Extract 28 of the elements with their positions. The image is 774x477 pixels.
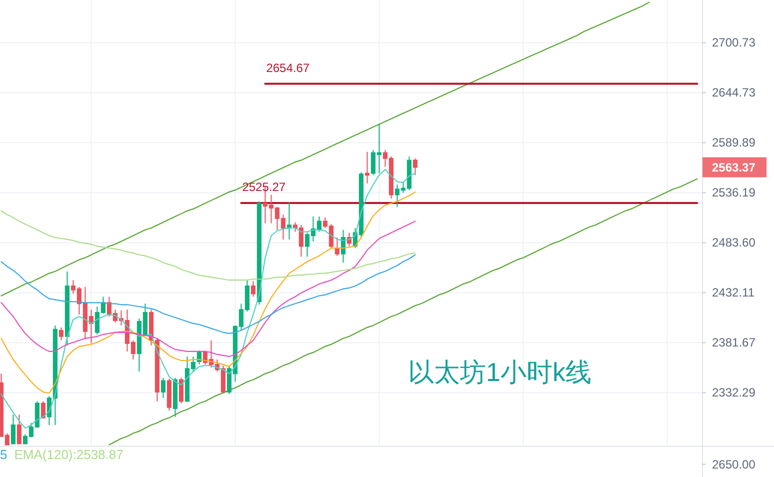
data-label: 2654.67 bbox=[266, 60, 310, 75]
candlestick bbox=[412, 158, 418, 176]
y-tick-label: 2483.60 bbox=[712, 236, 756, 250]
annotations: 2650.00 bbox=[702, 457, 756, 472]
y-tick-label: 2332.29 bbox=[712, 386, 756, 400]
line-series bbox=[108, 178, 698, 446]
candlestick bbox=[58, 326, 64, 341]
y-tick-label: 2644.73 bbox=[712, 86, 756, 100]
line-series bbox=[0, 210, 416, 281]
y-tick-label: 2700.73 bbox=[712, 36, 756, 50]
candlestick bbox=[166, 378, 172, 411]
candlestick bbox=[160, 377, 166, 399]
y-tick-label: 2589.89 bbox=[712, 136, 756, 150]
text: 以太坊1小时k线 bbox=[408, 357, 592, 387]
candlestick bbox=[364, 151, 370, 184]
candlestick bbox=[334, 237, 340, 256]
candlestick bbox=[250, 280, 256, 298]
candlestick bbox=[10, 414, 16, 444]
y-tick-label: 2536.19 bbox=[712, 186, 756, 200]
candlestick bbox=[286, 202, 292, 240]
legend: 5 EMA(120):2538.87 bbox=[0, 447, 124, 462]
line-series bbox=[0, 2, 650, 296]
y-tick-label: 2381.67 bbox=[712, 336, 756, 350]
y-tick-label: 2432.11 bbox=[712, 286, 755, 300]
candlestick bbox=[16, 414, 22, 444]
line-series bbox=[0, 254, 416, 334]
line-series bbox=[0, 220, 416, 358]
price-tag: 2563.37 bbox=[702, 157, 766, 178]
